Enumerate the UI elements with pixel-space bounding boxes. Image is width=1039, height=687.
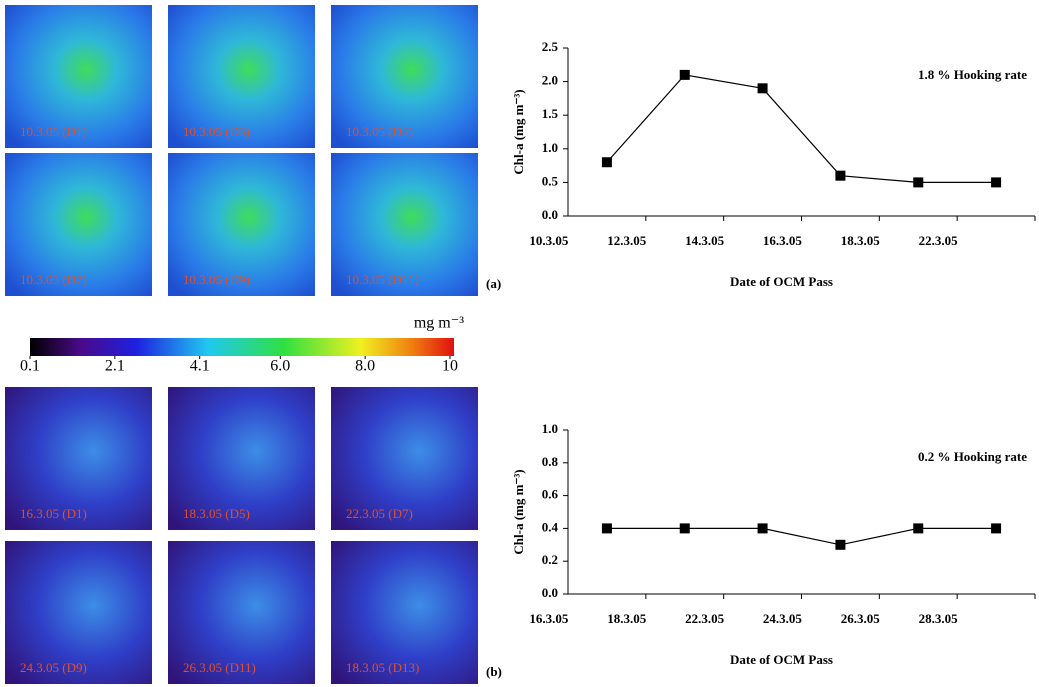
y-tick-label: 0.0 — [542, 207, 558, 222]
y-tick-label: 0.6 — [542, 487, 559, 502]
x-tick-label: 22.3.05 — [919, 233, 959, 248]
tile-label: 10.3.05 (D1) — [20, 124, 87, 139]
y-axis-label: Chl-a (mg m⁻³) — [511, 89, 526, 174]
x-tick-label: 28.3.05 — [919, 611, 959, 626]
colorbar-tick-label: 4.1 — [190, 358, 210, 375]
colorbar-tick-label: 10 — [442, 358, 458, 375]
satellite-tile — [331, 387, 478, 530]
x-tick-label: 18.3.05 — [607, 611, 647, 626]
x-tick-label: 24.3.05 — [763, 611, 803, 626]
colorbar-unit: mg m⁻³ — [414, 315, 464, 332]
satellite-tile — [168, 153, 315, 296]
colorbar-tick-label: 0.1 — [20, 358, 40, 375]
data-marker — [991, 177, 1002, 188]
satellite-tile — [5, 541, 152, 684]
data-line — [606, 527, 997, 546]
satellite-tile — [5, 5, 152, 148]
data-marker — [835, 539, 846, 550]
data-marker — [913, 177, 924, 188]
annotation: 0.2 % Hooking rate — [918, 449, 1027, 464]
data-line — [606, 74, 997, 183]
x-tick-label: 18.3.05 — [841, 233, 881, 248]
satellite-tile — [5, 153, 152, 296]
x-tick-label: 16.3.05 — [529, 611, 569, 626]
satellite-tile — [331, 153, 478, 296]
tile-label: 10.3.05 (D9) — [183, 272, 250, 287]
data-marker — [679, 69, 690, 80]
y-tick-label: 0.0 — [542, 585, 558, 600]
tile-label: 10.3.05 (D3) — [183, 124, 250, 139]
colorbar-tick-label: 8.0 — [355, 358, 375, 375]
satellite-tile — [168, 5, 315, 148]
colorbar — [30, 338, 454, 356]
data-marker — [757, 523, 768, 534]
y-tick-label: 1.0 — [542, 140, 558, 155]
y-axis-label: Chl-a (mg m⁻³) — [511, 469, 526, 554]
y-tick-label: 1.5 — [542, 106, 559, 121]
tile-label: 10.3.05 (D11) — [346, 272, 419, 287]
tile-label: 22.3.05 (D7) — [346, 506, 413, 521]
data-marker — [757, 83, 768, 94]
annotation: 1.8 % Hooking rate — [918, 67, 1027, 82]
satellite-tile — [5, 387, 152, 530]
satellite-tile — [168, 387, 315, 530]
tile-label: 24.3.05 (D9) — [20, 660, 87, 675]
satellite-tile — [168, 541, 315, 684]
y-tick-label: 1.0 — [542, 421, 558, 436]
data-marker — [601, 523, 612, 534]
tile-label: 26.3.05 (D11) — [183, 660, 256, 675]
x-tick-label: 14.3.05 — [685, 233, 725, 248]
y-tick-label: 0.5 — [542, 173, 559, 188]
panel-label: (a) — [486, 276, 501, 291]
data-marker — [991, 523, 1002, 534]
x-tick-label: 26.3.05 — [841, 611, 881, 626]
colorbar-tick-label: 6.0 — [270, 358, 290, 375]
tile-label: 16.3.05 (D1) — [20, 506, 87, 521]
y-tick-label: 0.4 — [542, 519, 559, 534]
y-tick-label: 0.2 — [542, 552, 558, 567]
data-marker — [679, 523, 690, 534]
tile-label: 18.3.05 (D13) — [346, 660, 419, 675]
data-marker — [913, 523, 924, 534]
x-axis-label: Date of OCM Pass — [730, 274, 833, 289]
data-marker — [835, 170, 846, 181]
tile-label: 18.3.05 (D5) — [183, 506, 250, 521]
x-tick-label: 10.3.05 — [529, 233, 569, 248]
y-tick-label: 0.8 — [542, 454, 559, 469]
satellite-tile — [331, 5, 478, 148]
y-tick-label: 2.0 — [542, 73, 558, 88]
panel-label: (b) — [486, 664, 502, 679]
colorbar-tick-label: 2.1 — [105, 358, 125, 375]
tile-label: 10.3.05 (D7) — [20, 272, 87, 287]
data-marker — [601, 157, 612, 168]
satellite-tile — [331, 541, 478, 684]
x-tick-label: 12.3.05 — [607, 233, 647, 248]
tile-label: 10.3.05 (D5) — [346, 124, 413, 139]
x-axis-label: Date of OCM Pass — [730, 652, 833, 667]
x-tick-label: 22.3.05 — [685, 611, 725, 626]
x-tick-label: 16.3.05 — [763, 233, 803, 248]
y-tick-label: 2.5 — [542, 39, 559, 54]
